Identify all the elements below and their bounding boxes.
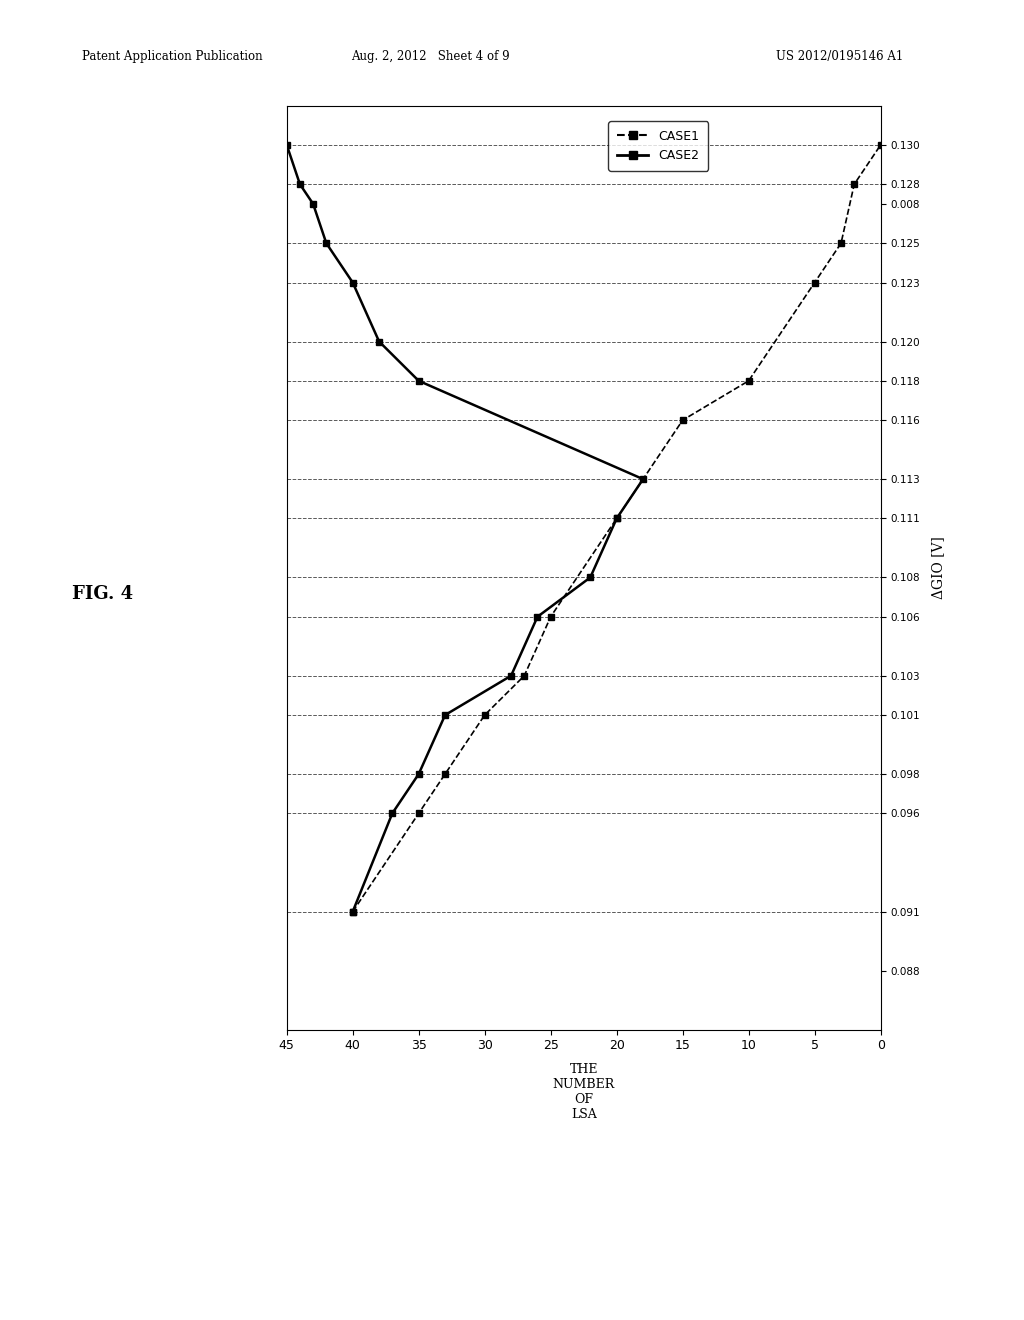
CASE1 bbox=[835, 235, 847, 251]
CASE1 bbox=[545, 609, 557, 624]
X-axis label: THE
NUMBER
OF
LSA: THE NUMBER OF LSA bbox=[553, 1064, 614, 1122]
CASE2 bbox=[413, 766, 425, 781]
CASE1 bbox=[874, 137, 887, 153]
CASE2 bbox=[321, 235, 333, 251]
CASE2 bbox=[373, 334, 385, 350]
CASE2 bbox=[584, 569, 596, 585]
CASE1 bbox=[742, 374, 755, 389]
Y-axis label: ΔGIO [V]: ΔGIO [V] bbox=[931, 536, 945, 599]
Text: US 2012/0195146 A1: US 2012/0195146 A1 bbox=[776, 50, 903, 63]
CASE1 bbox=[439, 766, 452, 781]
Line: CASE2: CASE2 bbox=[284, 141, 646, 915]
CASE2 bbox=[413, 374, 425, 389]
CASE2 bbox=[531, 609, 544, 624]
CASE2 bbox=[346, 275, 358, 290]
CASE2 bbox=[505, 668, 517, 684]
CASE1 bbox=[518, 668, 530, 684]
CASE1 bbox=[677, 412, 689, 428]
Text: FIG. 4: FIG. 4 bbox=[72, 585, 133, 603]
CASE1 bbox=[413, 805, 425, 821]
CASE2 bbox=[346, 904, 358, 920]
CASE1 bbox=[809, 275, 821, 290]
CASE1 bbox=[346, 904, 358, 920]
CASE2 bbox=[637, 471, 649, 487]
Legend: CASE1, CASE2: CASE1, CASE2 bbox=[608, 121, 708, 170]
CASE2 bbox=[294, 177, 306, 193]
CASE1 bbox=[610, 511, 623, 527]
CASE2 bbox=[439, 708, 452, 723]
CASE2 bbox=[610, 511, 623, 527]
Text: Patent Application Publication: Patent Application Publication bbox=[82, 50, 262, 63]
Line: CASE1: CASE1 bbox=[349, 141, 884, 915]
CASE2 bbox=[281, 137, 293, 153]
CASE1 bbox=[478, 708, 490, 723]
CASE1 bbox=[848, 177, 860, 193]
Text: Aug. 2, 2012   Sheet 4 of 9: Aug. 2, 2012 Sheet 4 of 9 bbox=[351, 50, 509, 63]
CASE2 bbox=[386, 805, 398, 821]
CASE2 bbox=[307, 195, 319, 211]
